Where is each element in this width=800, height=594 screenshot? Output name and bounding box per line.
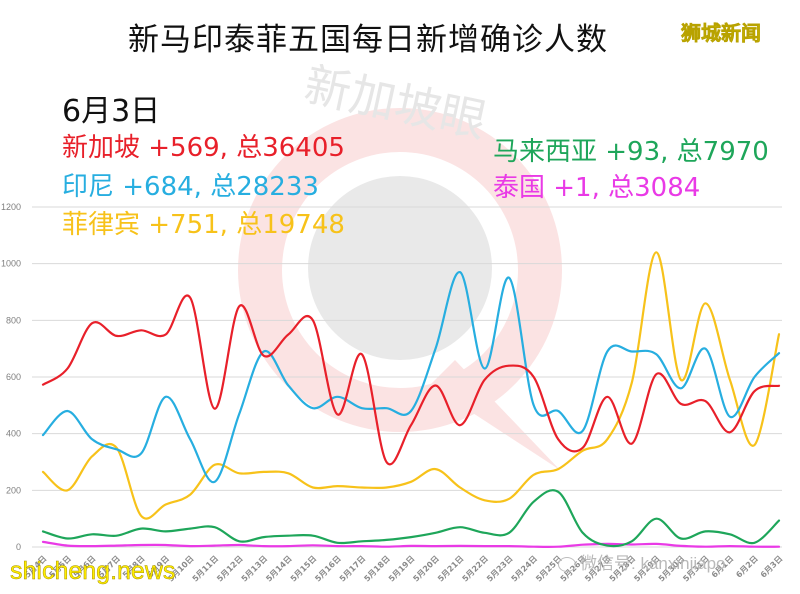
y-tick-label: 1000 [1, 259, 21, 269]
legend-singapore: 新加坡 +569, 总36405 [62, 133, 345, 163]
series-line-泰国 [41, 540, 781, 548]
brand-logo: 狮城新闻 [681, 21, 762, 46]
series-line-印尼 [41, 271, 781, 483]
x-tick-label: 5月13日 [240, 554, 269, 583]
x-tick-label: 5月15日 [289, 554, 318, 583]
legend-philippines: 菲律宾 +751, 总19748 [62, 210, 345, 240]
x-tick-label: 5月14日 [264, 554, 293, 583]
y-tick-label: 1200 [1, 202, 21, 212]
y-tick-label: 0 [16, 542, 21, 552]
y-tick-label: 400 [6, 429, 21, 439]
y-tick-label: 200 [6, 485, 21, 495]
wechat-id: 微信号: kanxinjiapo [580, 554, 726, 573]
series-line-新加坡 [41, 294, 781, 466]
x-tick-label: 5月19日 [387, 554, 416, 583]
y-tick-label: 800 [6, 315, 21, 325]
y-tick-label: 600 [6, 372, 21, 382]
series-line-菲律宾 [41, 251, 781, 520]
x-tick-label: 5月16日 [313, 554, 342, 583]
x-tick-label: 6月2日 [734, 554, 760, 580]
legend-malaysia: 马来西亚 +93, 总7970 [493, 137, 769, 167]
series-line-马来西亚 [41, 489, 781, 548]
x-tick-label: 5月23日 [485, 554, 514, 583]
x-tick-label: 6月3日 [759, 554, 785, 580]
x-tick-label: 5月20日 [411, 554, 440, 583]
watermark-site: shicheng.news [10, 557, 176, 586]
series-lines [41, 251, 781, 548]
watermark-logo-icon: 新加坡眼 [238, 57, 562, 470]
x-tick-label: 5月21日 [436, 554, 465, 583]
chart-title: 新马印泰菲五国每日新增确诊人数 [128, 22, 608, 58]
x-tick-label: 5月11日 [191, 554, 220, 583]
y-axis: 0 200 400 600 800 1000 1200 [1, 202, 21, 552]
chart-gridlines [32, 206, 782, 548]
report-date: 6月3日 [62, 94, 161, 129]
legend-indonesia: 印尼 +684, 总28233 [62, 172, 319, 202]
wechat-icon [558, 557, 576, 573]
x-tick-label: 5月12日 [215, 554, 244, 583]
x-tick-label: 5月18日 [362, 554, 391, 583]
watermark-wechat: 微信号: kanxinjiapo [558, 549, 726, 574]
x-tick-label: 5月22日 [461, 554, 490, 583]
legend-thailand: 泰国 +1, 总3084 [493, 173, 701, 203]
